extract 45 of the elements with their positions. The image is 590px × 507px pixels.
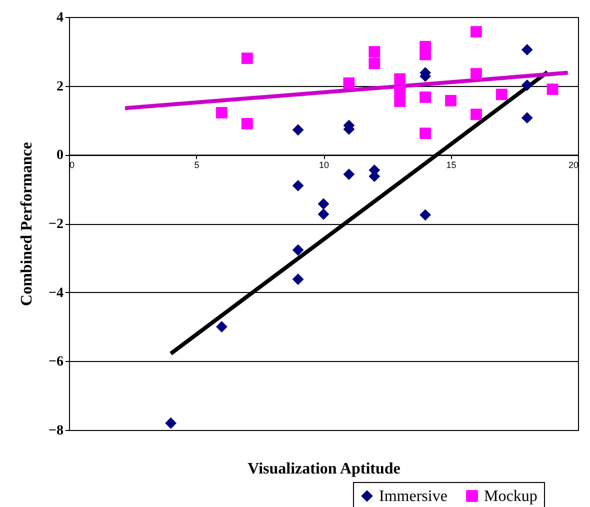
point — [292, 274, 304, 285]
point — [445, 94, 456, 106]
point — [394, 96, 406, 108]
point — [420, 209, 431, 221]
legend-label: Mockup — [484, 488, 538, 505]
point — [521, 44, 533, 56]
point — [241, 52, 253, 64]
y-axis-title: Combined Performance — [18, 142, 36, 306]
point — [420, 48, 431, 60]
legend-label: Immersive — [379, 488, 448, 505]
point — [343, 168, 355, 180]
point — [496, 88, 508, 100]
x-tick-label: 10 — [318, 160, 330, 170]
x-tick-label: 0 — [70, 160, 75, 170]
point — [318, 198, 330, 210]
point — [165, 417, 176, 429]
x-tick-label: 15 — [446, 160, 456, 170]
point — [368, 58, 380, 70]
y-tick-label: 2 — [56, 79, 64, 94]
point — [521, 112, 533, 124]
x-axis-title: Visualization Aptitude — [248, 460, 400, 478]
point — [216, 321, 228, 332]
y-tick-label: −2 — [48, 217, 64, 232]
point — [216, 106, 228, 118]
point — [292, 244, 304, 256]
point — [420, 128, 431, 140]
point — [470, 26, 482, 38]
point — [521, 79, 533, 91]
y-tick-label: −4 — [48, 286, 64, 301]
x-tick-label: 20 — [568, 160, 578, 170]
point — [470, 68, 482, 80]
point — [292, 124, 304, 136]
point — [241, 118, 253, 130]
point — [292, 180, 304, 192]
point — [546, 84, 558, 95]
point — [394, 73, 406, 85]
point — [420, 91, 431, 103]
y-tick-label: 4 — [56, 10, 64, 26]
y-tick-label: −8 — [48, 424, 64, 438]
y-tick-label: −6 — [48, 354, 64, 370]
point — [368, 46, 380, 58]
point — [343, 77, 355, 89]
point — [470, 108, 482, 120]
x-tick-label: 5 — [194, 160, 200, 170]
point — [318, 208, 330, 220]
